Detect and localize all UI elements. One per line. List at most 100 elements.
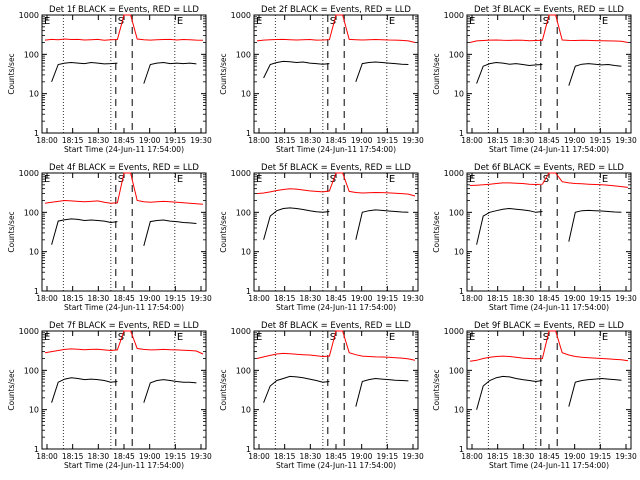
event-annotation: S	[543, 174, 549, 185]
x-tick-label: 19:30	[402, 294, 424, 303]
event-annotation: E	[389, 332, 395, 343]
y-tick-label: 1000	[231, 11, 251, 20]
x-tick-label: 18:30	[513, 136, 535, 145]
events-series-line	[263, 207, 409, 240]
x-axis-label: Start Time (24-Jun-11 17:54:00)	[489, 303, 609, 312]
x-tick-label: 18:15	[62, 452, 84, 461]
x-tick-label: 19:15	[165, 452, 187, 461]
y-axis-label: Counts/sec	[219, 369, 228, 410]
y-axis-label: Counts/sec	[432, 211, 441, 252]
x-tick-label: 18:00	[248, 136, 270, 145]
events-series-line	[263, 375, 409, 407]
x-axis-label: Start Time (24-Jun-11 17:54:00)	[276, 303, 396, 312]
event-annotation: E	[602, 174, 608, 185]
x-tick-label: 18:30	[88, 452, 110, 461]
chart-panel-3: Det 3f BLACK = Events, RED = LLD 1 10 100 10…	[432, 5, 637, 154]
x-tick-label: 19:00	[564, 452, 586, 461]
event-annotation: E	[177, 16, 183, 27]
x-tick-label: 18:45	[538, 452, 560, 461]
x-tick-label: 18:45	[113, 452, 135, 461]
x-tick-label: 18:30	[300, 452, 322, 461]
event-annotation: S	[118, 174, 124, 185]
x-tick-label: 19:15	[165, 136, 187, 145]
event-annotation: E	[177, 174, 183, 185]
panel-title: Det 3f BLACK = Events, RED = LLD	[474, 5, 624, 15]
event-annotation: S	[543, 16, 549, 27]
y-tick-label: 100	[24, 50, 39, 59]
x-tick-label: 19:15	[590, 136, 612, 145]
event-annotation: S	[118, 16, 124, 27]
x-axis-label: Start Time (24-Jun-11 17:54:00)	[276, 461, 396, 470]
x-tick-label: 18:00	[461, 294, 483, 303]
y-tick-label: 100	[449, 366, 464, 375]
x-tick-label: 18:45	[538, 136, 560, 145]
y-tick-label: 1	[246, 287, 251, 296]
x-tick-label: 19:15	[377, 452, 399, 461]
plot-frame	[466, 14, 632, 134]
x-tick-label: 18:15	[274, 452, 296, 461]
panel-title: Det 1f BLACK = Events, RED = LLD	[49, 5, 199, 15]
lld-series-line	[469, 172, 629, 188]
event-annotation: S	[543, 332, 549, 343]
x-axis-label: Start Time (24-Jun-11 17:54:00)	[276, 145, 396, 154]
lld-series-line	[44, 172, 204, 205]
event-annotation: E	[389, 174, 395, 185]
event-annotation: E	[256, 332, 262, 343]
chart-panel-7: Det 7f BLACK = Events, RED = LLD 1 10 100 10…	[7, 321, 212, 470]
event-annotation: E	[602, 332, 608, 343]
x-tick-label: 18:15	[274, 136, 296, 145]
event-annotation: S	[330, 332, 336, 343]
x-tick-label: 18:00	[248, 452, 270, 461]
y-tick-label: 100	[449, 208, 464, 217]
event-annotation: E	[44, 332, 50, 343]
x-tick-label: 18:45	[538, 294, 560, 303]
y-tick-label: 1000	[444, 327, 464, 336]
y-axis-label: Counts/sec	[7, 53, 16, 94]
x-tick-label: 19:00	[139, 452, 161, 461]
y-axis-label: Counts/sec	[7, 369, 16, 410]
lld-series-line	[256, 330, 416, 361]
event-annotation: E	[469, 332, 475, 343]
x-tick-label: 19:00	[351, 294, 373, 303]
y-tick-label: 10	[29, 406, 39, 415]
y-tick-label: 1	[246, 129, 251, 138]
chart-panel-4: Det 4f BLACK = Events, RED = LLD 1 10 100 10…	[7, 163, 212, 312]
x-tick-label: 18:30	[300, 294, 322, 303]
x-tick-label: 18:15	[62, 294, 84, 303]
lld-series-line	[44, 14, 204, 41]
x-axis-label: Start Time (24-Jun-11 17:54:00)	[64, 461, 184, 470]
x-tick-label: 18:30	[88, 294, 110, 303]
x-tick-label: 18:30	[300, 136, 322, 145]
plot-frame	[466, 172, 632, 292]
y-tick-label: 1000	[231, 327, 251, 336]
lld-series-line	[469, 14, 629, 43]
event-annotation: E	[44, 16, 50, 27]
x-tick-label: 19:30	[615, 452, 637, 461]
panel-title: Det 9f BLACK = Events, RED = LLD	[474, 321, 624, 331]
plot-frame	[466, 330, 632, 450]
y-axis-label: Counts/sec	[7, 211, 16, 252]
events-series-line	[51, 218, 197, 247]
y-tick-label: 10	[29, 90, 39, 99]
x-tick-label: 18:15	[487, 294, 509, 303]
event-annotation: E	[469, 16, 475, 27]
panel-title: Det 6f BLACK = Events, RED = LLD	[474, 163, 624, 173]
event-annotation: E	[256, 174, 262, 185]
event-annotation: E	[44, 174, 50, 185]
y-tick-label: 1000	[444, 11, 464, 20]
chart-panel-9: Det 9f BLACK = Events, RED = LLD 1 10 100 10…	[432, 321, 637, 470]
event-annotation: E	[256, 16, 262, 27]
x-tick-label: 18:45	[325, 452, 347, 461]
y-tick-label: 1	[246, 445, 251, 454]
x-tick-label: 18:15	[487, 136, 509, 145]
chart-panel-8: Det 8f BLACK = Events, RED = LLD 1 10 100 10…	[219, 321, 424, 470]
y-tick-label: 10	[454, 90, 464, 99]
x-axis-label: Start Time (24-Jun-11 17:54:00)	[64, 145, 184, 154]
x-tick-label: 18:00	[36, 294, 58, 303]
y-tick-label: 10	[241, 90, 251, 99]
x-axis-label: Start Time (24-Jun-11 17:54:00)	[489, 145, 609, 154]
event-annotation: S	[330, 16, 336, 27]
plot-frame	[253, 330, 419, 450]
y-tick-label: 10	[241, 248, 251, 257]
